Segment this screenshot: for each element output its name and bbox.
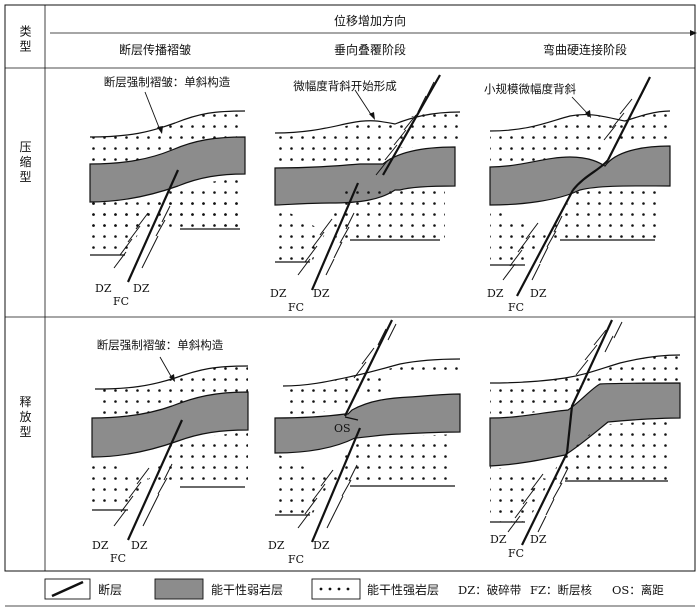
row-label-release: 释放型 [18,395,32,440]
fault-upper [581,319,613,386]
strong-layer-lower [490,188,660,266]
strong-layer-upper [282,358,461,416]
annotation: 断层强制褶皱：单斜构造 [97,338,224,352]
dz-label-right: DZ [131,539,148,552]
fc-label: FC [110,552,126,565]
fault-lower [521,452,568,546]
fault-lower [310,427,362,543]
dz-label-right: DZ [313,287,330,300]
table-frame [4,4,696,607]
fc-label: FC [288,553,304,566]
legend-weak-layer: 能干性弱岩层 [154,578,283,600]
weak-layer [91,391,249,458]
strong-layer-lower [90,176,245,256]
fault [126,169,180,283]
weak-layer [89,136,246,203]
annotation-arrow [144,91,161,131]
annotation-arrow [354,89,373,117]
fc-label: FC [508,301,524,314]
legend-weak-label: 能干性弱岩层 [211,582,283,597]
stage-label-1: 断层传播褶皱 [119,42,191,57]
stage-label-2: 垂向叠覆阶段 [334,42,406,57]
weak-layer [489,145,671,206]
legend-fault: 断层 [44,578,122,600]
stage-label-3: 弯曲硬连接阶段 [543,42,627,57]
dz-label-right: DZ [530,533,547,546]
damage-zone-marks [297,81,435,276]
annotation: 断层强制褶皱：单斜构造 [104,75,231,89]
annotation-arrow [159,356,173,379]
fc-label: FC [113,295,129,308]
fault [126,419,184,541]
damage-zone-marks [297,323,397,529]
legend-fault-label: 断层 [98,582,122,597]
fault-upper [607,76,651,161]
fault-upper [382,74,441,176]
damage-zone-marks [502,81,649,281]
fault-bend-link [565,384,583,454]
legend-strong-label: 能干性强岩层 [367,582,439,597]
strong-layer-lower [275,188,445,263]
type-header: 类型 [18,25,32,55]
legend-dz: DZ：破碎带 [458,583,521,597]
strong-layer-upper [274,111,461,168]
panel-compression-stage3: 小规模微幅度背斜 DZ DZ FC [484,76,671,314]
fault-lower [310,182,360,291]
fault-upper [344,319,393,417]
damage-zone-marks [113,205,171,269]
weak-layer [274,146,456,206]
panel-compression-stage1: 断层强制褶皱：单斜构造 DZ DZ FC [89,75,246,308]
offset-gap [344,416,359,421]
strong-layer-lower [275,434,455,516]
dz-label-left: DZ [270,287,287,300]
legend-strong-layer: 能干性强岩层 [311,578,439,600]
offset-label: OS [334,422,351,435]
fault-lower [516,189,574,297]
dz-label-right: DZ [133,282,150,295]
dz-label-left: DZ [95,282,112,295]
strong-layer-lower [490,420,670,523]
fc-label: FC [508,547,524,560]
annotation: 小规模微幅度背斜 [484,82,576,96]
dz-label-right: DZ [313,539,330,552]
panel-compression-stage2: 微幅度背斜开始形成 DZ DZ FC [270,74,461,314]
fault-bend-link [572,159,609,191]
displacement-axis-label: 位移增加方向 [334,13,406,28]
dz-label-left: DZ [490,533,507,546]
displacement-arrow [50,30,697,36]
panel-release-stage3: DZ DZ FC [489,319,681,560]
legend-os: OS：离距 [612,583,664,597]
annotation-arrow [571,96,589,115]
legend: 断层 能干性弱岩层 能干性强岩层 DZ：破碎带 FZ：断层核 OS：离距 [44,578,664,600]
panel-release-stage2: OS DZ DZ FC [268,319,461,566]
fc-label: FC [288,301,304,314]
panel-release-stage1: 断层强制褶皱：单斜构造 DZ DZ FC [91,338,249,565]
annotation: 微幅度背斜开始形成 [293,79,397,93]
strong-layer-upper [489,354,681,416]
dz-label-left: DZ [268,539,285,552]
dz-label-left: DZ [487,287,504,300]
dz-label-right: DZ [530,287,547,300]
damage-zone-marks [113,463,173,527]
legend-fz: FZ：断层核 [530,583,592,597]
row-label-compression: 压缩型 [18,141,32,186]
dz-label-left: DZ [92,539,109,552]
damage-zone-marks [507,321,623,533]
